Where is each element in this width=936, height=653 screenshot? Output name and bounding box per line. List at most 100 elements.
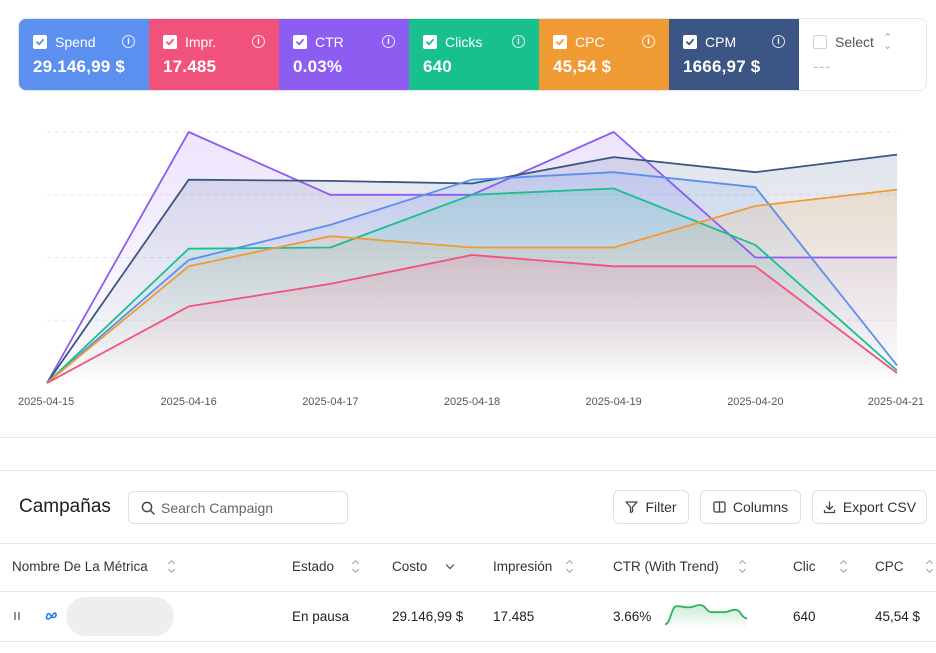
status-cell: En pausa bbox=[292, 609, 350, 624]
metric-card-select[interactable]: Select ⌃ ⌄ --- bbox=[799, 19, 926, 90]
info-icon[interactable]: i bbox=[512, 35, 525, 48]
metric-checkbox[interactable] bbox=[553, 35, 567, 49]
filter-icon bbox=[625, 501, 639, 513]
column-header-impressions[interactable]: Impresión bbox=[493, 559, 575, 574]
section-divider bbox=[0, 470, 936, 471]
series-area-impr bbox=[47, 255, 897, 383]
info-icon[interactable]: i bbox=[252, 35, 265, 48]
info-icon[interactable]: i bbox=[772, 35, 785, 48]
sort-icon[interactable] bbox=[840, 561, 849, 573]
metric-selector-bar: Spend i 29.146,99 $ Impr. i 17.485 CTR i 0.03% Cl… bbox=[18, 18, 927, 91]
info-icon[interactable]: i bbox=[122, 35, 135, 48]
cpc-cell: 45,54 $ bbox=[875, 609, 921, 624]
metric-card-spend[interactable]: Spend i 29.146,99 $ bbox=[19, 19, 149, 90]
x-axis-tick-label: 2025-04-17 bbox=[302, 396, 358, 408]
table-header: Nombre De La Métrica Estado Costo Impres… bbox=[0, 543, 936, 592]
info-icon[interactable]: i bbox=[642, 35, 655, 48]
sparkline-area bbox=[665, 605, 747, 629]
metric-card-cpc[interactable]: CPC i 45,54 $ bbox=[539, 19, 669, 90]
metric-checkbox[interactable] bbox=[293, 35, 307, 49]
sparkline-line bbox=[664, 604, 748, 626]
column-header-status[interactable]: Estado bbox=[292, 559, 361, 574]
sort-descending-icon[interactable] bbox=[446, 560, 455, 569]
metric-card-impr[interactable]: Impr. i 17.485 bbox=[149, 19, 279, 90]
columns-button[interactable]: Columns bbox=[700, 490, 801, 524]
checkmark-icon bbox=[686, 38, 694, 46]
metric-value: 29.146,99 $ bbox=[33, 57, 126, 76]
metric-value: --- bbox=[813, 57, 831, 76]
metric-value: 1666,97 $ bbox=[683, 57, 761, 76]
column-header-ctr[interactable]: CTR (With Trend) bbox=[613, 559, 748, 574]
search-icon bbox=[141, 501, 155, 515]
campaign-name-blurred[interactable] bbox=[66, 597, 174, 636]
cost-cell: 29.146,99 $ bbox=[392, 609, 464, 624]
checkmark-icon bbox=[36, 38, 44, 46]
metrics-line-chart: 2025-04-15 2025-04-16 2025-04-17 2025-04-18… bbox=[18, 131, 924, 408]
meta-logo-icon bbox=[45, 612, 57, 620]
export-csv-button[interactable]: Export CSV bbox=[812, 490, 927, 524]
x-axis-tick-label: 2025-04-19 bbox=[586, 396, 642, 408]
ctr-trend-sparkline bbox=[664, 604, 748, 629]
search-campaign-box[interactable] bbox=[128, 491, 348, 524]
column-header-name[interactable]: Nombre De La Métrica bbox=[12, 559, 177, 574]
metric-label: Clicks bbox=[445, 34, 483, 50]
columns-label: Columns bbox=[732, 499, 789, 515]
series-line-impr[interactable] bbox=[46, 254, 898, 384]
columns-icon bbox=[713, 501, 726, 513]
metric-label: CPM bbox=[705, 34, 737, 50]
metric-card-ctr[interactable]: CTR i 0.03% bbox=[279, 19, 409, 90]
metric-label: Impr. bbox=[185, 34, 217, 50]
table-row[interactable]: En pausa 29.146,99 $ 17.485 3.66% 640 45… bbox=[0, 592, 936, 642]
download-icon bbox=[823, 500, 836, 513]
metric-value: 17.485 bbox=[163, 57, 217, 76]
x-axis-tick-label: 2025-04-16 bbox=[161, 396, 217, 408]
checkmark-icon bbox=[426, 38, 434, 46]
column-header-clicks[interactable]: Clic bbox=[793, 559, 849, 574]
impressions-cell: 17.485 bbox=[493, 609, 535, 624]
chart-lines bbox=[46, 131, 898, 384]
sort-icon[interactable] bbox=[566, 561, 575, 573]
checkmark-icon bbox=[296, 38, 304, 46]
chevron-updown-icon[interactable]: ⌃ ⌄ bbox=[883, 32, 893, 52]
metric-checkbox[interactable] bbox=[683, 35, 697, 49]
export-csv-label: Export CSV bbox=[842, 499, 917, 515]
checkmark-icon bbox=[166, 38, 174, 46]
x-axis-labels: 2025-04-15 2025-04-16 2025-04-17 2025-04-18… bbox=[18, 396, 924, 408]
metric-label: Select bbox=[835, 34, 874, 50]
filter-label: Filter bbox=[645, 499, 677, 515]
metric-checkbox[interactable] bbox=[813, 35, 827, 49]
sort-icon[interactable] bbox=[739, 561, 748, 573]
metric-checkbox[interactable] bbox=[163, 35, 177, 49]
filter-button[interactable]: Filter bbox=[613, 490, 689, 524]
metric-value: 640 bbox=[423, 57, 452, 76]
series-line-clicks[interactable] bbox=[46, 187, 898, 384]
metric-checkbox[interactable] bbox=[33, 35, 47, 49]
pause-icon[interactable] bbox=[13, 611, 21, 621]
metric-card-clicks[interactable]: Clicks i 640 bbox=[409, 19, 539, 90]
series-line-cpc[interactable] bbox=[46, 188, 898, 384]
sort-icon[interactable] bbox=[352, 561, 361, 573]
info-icon[interactable]: i bbox=[382, 35, 395, 48]
metric-card-cpm[interactable]: CPM i 1666,97 $ bbox=[669, 19, 799, 90]
column-header-cost[interactable]: Costo bbox=[392, 559, 455, 574]
series-line-cpm[interactable] bbox=[46, 153, 898, 384]
sort-icon[interactable] bbox=[168, 561, 177, 573]
metric-value: 45,54 $ bbox=[553, 57, 612, 76]
campaigns-title: Campañas bbox=[19, 496, 111, 517]
metric-label: Spend bbox=[55, 34, 96, 50]
metric-label: CTR bbox=[315, 34, 344, 50]
x-axis-tick-label: 2025-04-21 bbox=[868, 396, 924, 408]
x-axis-tick-label: 2025-04-18 bbox=[444, 396, 500, 408]
ctr-cell: 3.66% bbox=[613, 609, 652, 624]
series-line-spend[interactable] bbox=[46, 171, 898, 384]
metric-label: CPC bbox=[575, 34, 605, 50]
metric-checkbox[interactable] bbox=[423, 35, 437, 49]
checkmark-icon bbox=[556, 38, 564, 46]
metric-value: 0.03% bbox=[293, 57, 343, 76]
x-axis-tick-label: 2025-04-15 bbox=[18, 396, 74, 408]
clicks-cell: 640 bbox=[793, 609, 816, 624]
sort-icon[interactable] bbox=[926, 561, 935, 573]
column-header-cpc[interactable]: CPC bbox=[875, 559, 935, 574]
x-axis-tick-label: 2025-04-20 bbox=[727, 396, 783, 408]
search-campaign-input[interactable] bbox=[161, 498, 341, 518]
